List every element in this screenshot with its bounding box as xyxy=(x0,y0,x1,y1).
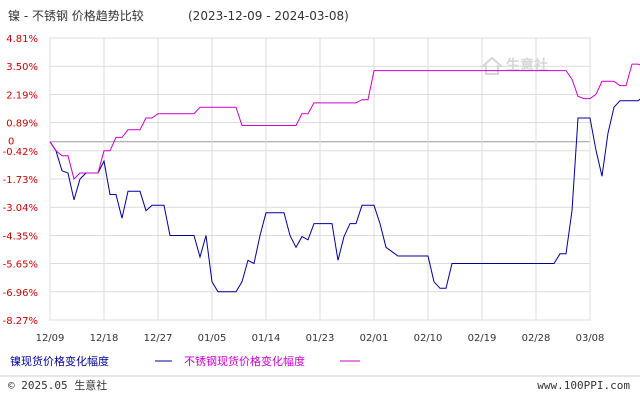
footer-copyright: © 2025.05 生意社 xyxy=(8,378,107,392)
legend-label-stainless: 不锈钢现货价格变化幅度 xyxy=(184,354,305,368)
y-tick-label: -8.27% xyxy=(3,316,38,327)
y-tick-label: -3.04% xyxy=(3,203,38,214)
x-tick-label: 02/28 xyxy=(522,333,551,344)
x-tick-label: 02/10 xyxy=(414,333,443,344)
watermark-text: 生意社 xyxy=(506,57,548,74)
chart-date-range: (2023-12-09 - 2024-03-08) xyxy=(188,9,349,23)
x-axis-ticks: 12/09 12/18 12/27 01/05 01/14 01/23 02/01 02/10… xyxy=(36,333,605,344)
series-line-stainless xyxy=(49,63,640,180)
x-tick-label: 12/27 xyxy=(144,333,173,344)
x-tick-label: 01/05 xyxy=(198,333,227,344)
y-tick-label: 4.81% xyxy=(6,34,38,45)
footer-website: www.100PPI.com xyxy=(537,379,630,392)
x-tick-label: 12/09 xyxy=(36,333,65,344)
series-lines xyxy=(49,63,640,293)
x-tick-label: 02/01 xyxy=(360,333,389,344)
x-tick-label: 03/08 xyxy=(576,333,605,344)
y-tick-label: 3.50% xyxy=(6,62,38,73)
y-axis-ticks: 4.81% 3.50% 2.19% 0.89% -0.42% -1.73% -3.04% -4… xyxy=(3,34,38,327)
grid-lines xyxy=(49,37,591,321)
legend: 镍现货价格变化幅度 不锈钢现货价格变化幅度 xyxy=(10,354,360,368)
y-tick-label: 0.89% xyxy=(6,119,38,130)
x-tick-label: 01/14 xyxy=(252,333,281,344)
watermark-logo: 生意社 xyxy=(480,56,548,75)
zero-tick-label: 0 xyxy=(8,137,14,148)
y-tick-label: 2.19% xyxy=(6,90,38,101)
legend-label-nickel: 镍现货价格变化幅度 xyxy=(10,354,109,368)
y-tick-label: -1.73% xyxy=(3,175,38,186)
y-tick-label: -5.65% xyxy=(3,260,38,271)
x-tick-label: 12/18 xyxy=(90,333,119,344)
y-tick-label: -4.35% xyxy=(3,231,38,242)
y-tick-label: -0.42% xyxy=(3,147,38,158)
chart-title: 镍 - 不锈钢 价格趋势比较 xyxy=(8,8,144,23)
y-tick-label: -6.96% xyxy=(3,288,38,299)
series-line-nickel xyxy=(49,98,640,293)
x-tick-label: 02/19 xyxy=(468,333,497,344)
x-tick-label: 01/23 xyxy=(306,333,335,344)
